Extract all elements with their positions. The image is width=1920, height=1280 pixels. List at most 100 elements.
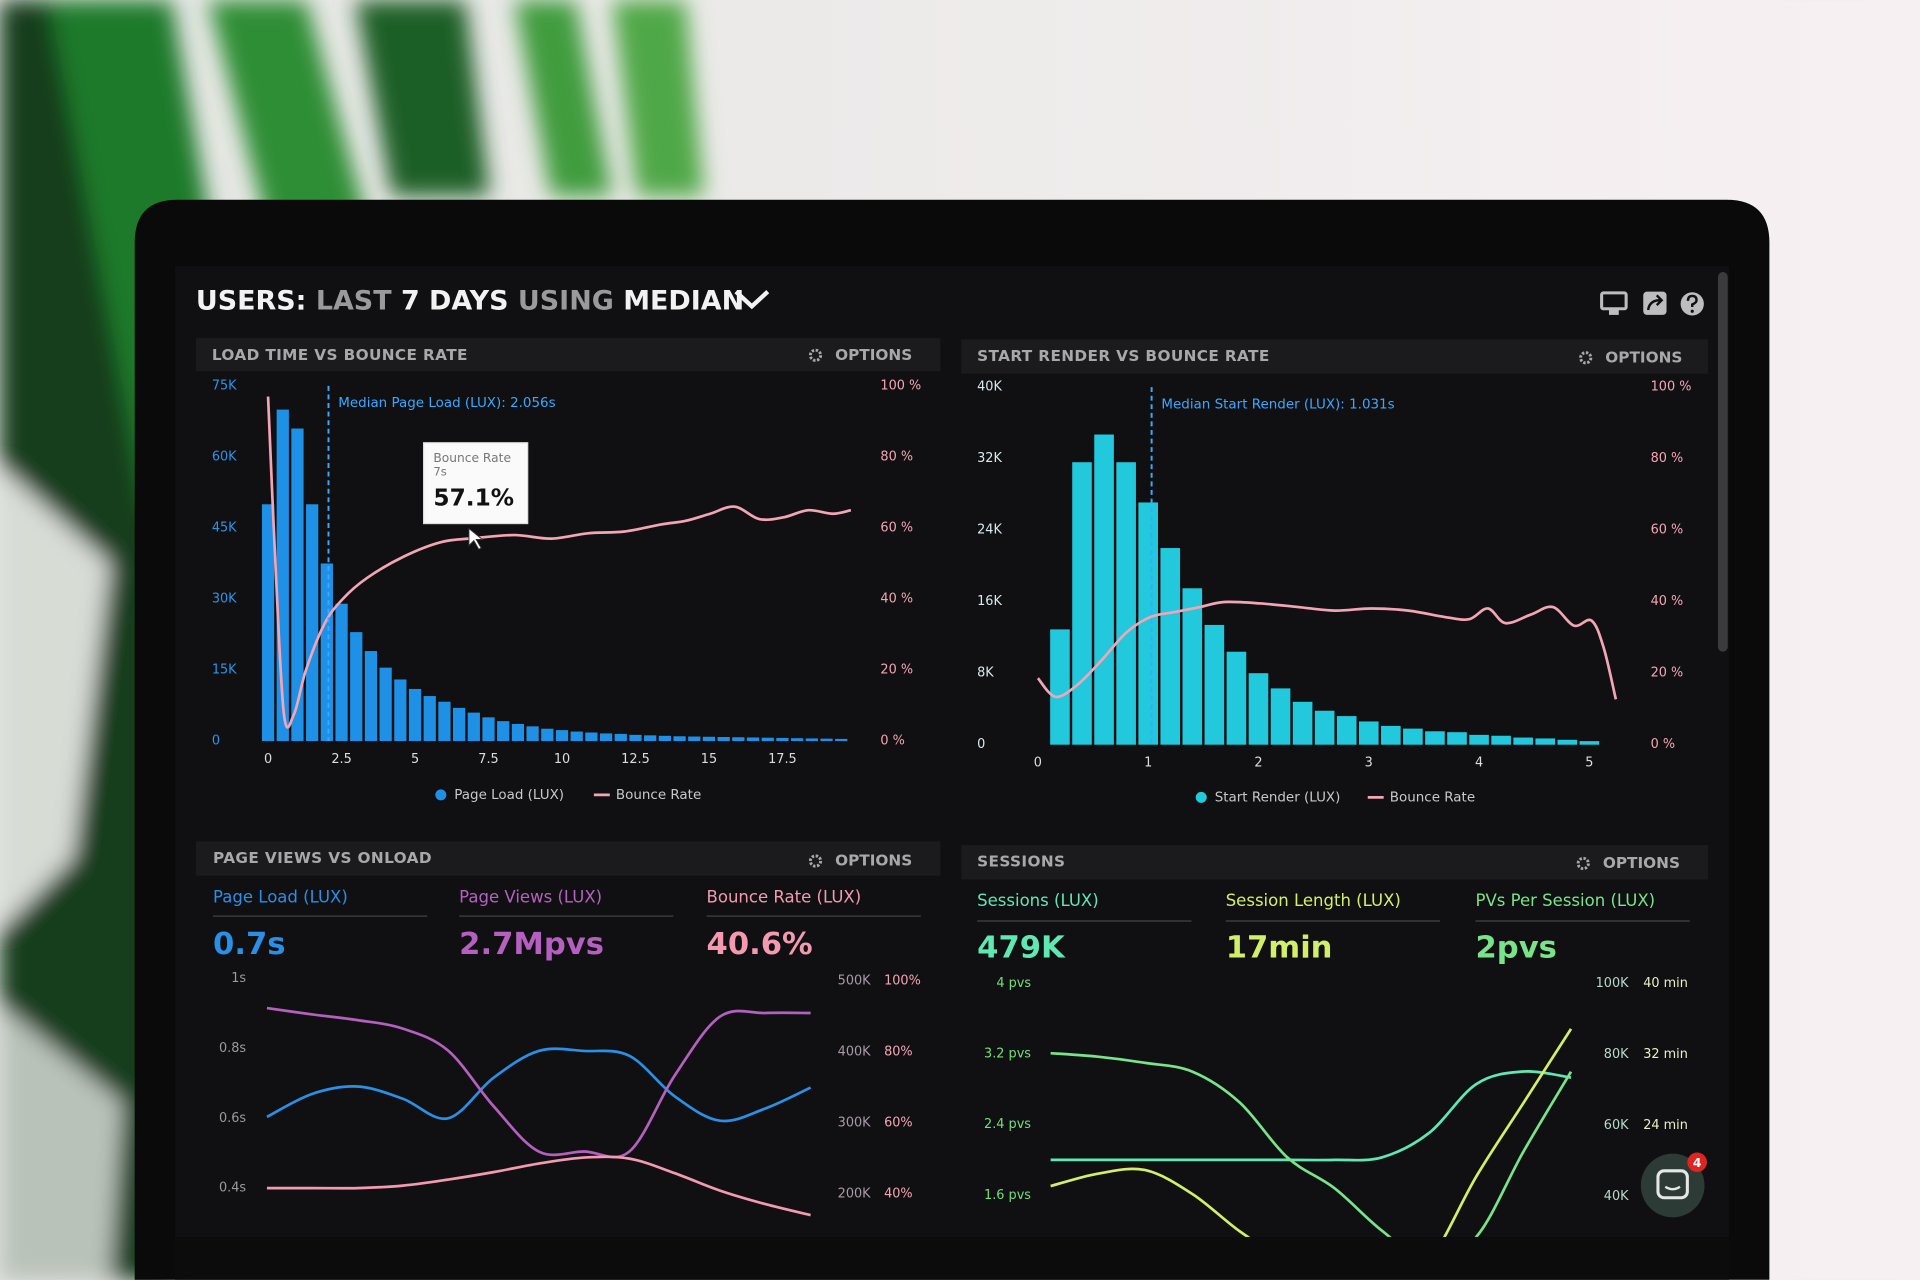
series-line	[266, 1006, 811, 1159]
stat-value: 479K	[977, 931, 1066, 966]
y-tick-label: 0	[977, 737, 985, 752]
y-tick-label: 75K	[212, 378, 237, 393]
histogram-bar	[467, 712, 480, 742]
tooltip-value: 57.1%	[433, 485, 514, 512]
stat-heading: Bounce Rate (LUX)	[707, 887, 862, 906]
y-tick-label: 1.6 pvs	[984, 1188, 1031, 1203]
options-label: OPTIONS	[835, 346, 912, 364]
histogram-bar	[776, 737, 789, 742]
y-tick-label: 40 %	[1651, 594, 1684, 609]
title-part[interactable]: MEDIAN	[623, 285, 744, 316]
leaf	[612, 0, 705, 197]
y-tick-label: 30K	[212, 591, 237, 606]
options-label: OPTIONS	[1605, 348, 1682, 366]
median-label: Median Page Load (LUX): 2.056s	[338, 396, 555, 411]
y-tick-label: 100%	[884, 974, 921, 989]
y-tick-label: 4 pvs	[996, 976, 1031, 991]
chat-glyph	[1656, 1169, 1689, 1200]
histogram-bar	[1314, 710, 1335, 745]
legend-label[interactable]: Bounce Rate	[1390, 790, 1475, 805]
histogram-bar	[350, 632, 363, 742]
histogram-bar	[702, 736, 716, 742]
x-tick-label: 0	[1034, 756, 1042, 771]
series-line	[1050, 1028, 1573, 1237]
y-tick-label: 32K	[977, 451, 1002, 466]
histogram-bar	[1270, 688, 1291, 745]
panel-title: PAGE VIEWS VS ONLOAD	[213, 849, 432, 867]
histogram-bar	[1248, 673, 1269, 745]
y-tick-label: 15K	[212, 663, 237, 678]
options-button[interactable]: OPTIONS	[808, 346, 912, 364]
histogram-bar	[1557, 739, 1578, 745]
series-line	[266, 1047, 812, 1123]
histogram-bar	[1513, 737, 1533, 745]
legend-swatch	[435, 789, 447, 801]
y-tick-label: 200K	[838, 1187, 872, 1202]
histogram-bar	[1094, 434, 1114, 745]
histogram-bar	[452, 707, 466, 742]
y-tick-label: 1s	[231, 971, 246, 986]
screen-edge	[175, 1236, 1729, 1280]
y-tick-label: 0 %	[1651, 737, 1675, 752]
legend-label[interactable]: Bounce Rate	[616, 788, 701, 803]
options-gear	[1576, 856, 1590, 871]
options-gear	[808, 348, 823, 362]
legend-label[interactable]: Page Load (LUX)	[454, 788, 564, 803]
options-label: OPTIONS	[1603, 854, 1680, 872]
tooltip-x: 7s	[433, 465, 446, 479]
leaf	[355, 0, 490, 197]
title-part: USING	[518, 285, 614, 316]
legend-label[interactable]: Start Render (LUX)	[1215, 790, 1341, 805]
y-tick-label: 24K	[977, 523, 1002, 538]
histogram-bar	[1138, 502, 1158, 745]
histogram-bar	[629, 734, 642, 742]
series-line	[1050, 1051, 1573, 1237]
series-line	[1050, 1070, 1572, 1162]
histogram-bar	[614, 733, 627, 742]
options-button[interactable]: OPTIONS	[1576, 854, 1680, 872]
histogram-bar	[1403, 728, 1423, 745]
share-icon[interactable]	[1643, 291, 1667, 315]
stat-value: 17min	[1226, 931, 1333, 966]
stat-value: 40.6%	[707, 927, 813, 962]
y-tick-label: 80K	[1604, 1047, 1629, 1062]
stat-heading: Session Length (LUX)	[1226, 891, 1401, 910]
y-tick-label: 40 %	[880, 591, 913, 606]
y-tick-label: 100 %	[1651, 380, 1692, 395]
series-line	[266, 1155, 811, 1217]
histogram-bar	[805, 738, 818, 742]
chat-button[interactable]: 4	[1640, 1152, 1707, 1218]
x-tick-label: 7.5	[478, 752, 498, 767]
histogram-bar	[658, 735, 671, 742]
histogram-bar	[1160, 548, 1181, 745]
panel-header	[195, 338, 941, 372]
options-button[interactable]: OPTIONS	[808, 852, 912, 870]
histogram-bar	[497, 721, 510, 742]
scrollbar[interactable]	[1717, 272, 1728, 652]
histogram-bar	[585, 732, 598, 742]
y-tick-label: 60 %	[1651, 523, 1684, 538]
histogram-bar	[541, 728, 554, 742]
histogram-bar	[717, 736, 730, 742]
histogram-bar	[482, 717, 495, 742]
stat-heading: Sessions (LUX)	[977, 891, 1099, 910]
histogram-bar	[291, 428, 304, 742]
y-tick-label: 80%	[884, 1045, 913, 1060]
dropdown-chevron[interactable]	[734, 290, 770, 310]
dashboard-title: USERS: LAST 7 DAYS USING MEDIAN	[196, 285, 744, 316]
y-tick-label: 45K	[212, 520, 237, 535]
title-part: USERS:	[196, 285, 307, 316]
monitor-icon[interactable]	[1600, 291, 1628, 315]
y-tick-label: 400K	[838, 1045, 872, 1060]
chat-circle	[1640, 1153, 1705, 1218]
title-part: LAST	[316, 285, 392, 316]
histogram-bar	[1358, 721, 1379, 745]
monitor-stand	[1608, 310, 1619, 315]
help-icon[interactable]	[1680, 292, 1704, 316]
options-button[interactable]: OPTIONS	[1579, 348, 1683, 366]
share-shape	[1643, 291, 1667, 315]
histogram-bar	[1072, 462, 1092, 745]
